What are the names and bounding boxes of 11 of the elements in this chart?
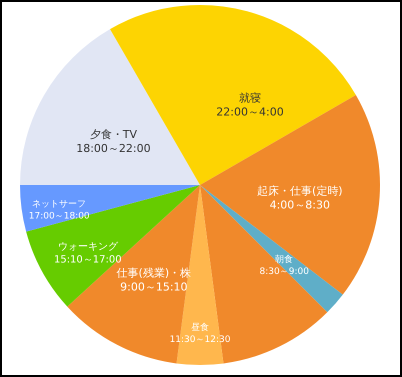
slice-label: 仕事(残業)・株 9:00～15:10 bbox=[116, 266, 192, 294]
slice-label: 昼食 11:30～12:30 bbox=[170, 322, 231, 345]
pie-slice bbox=[20, 184, 200, 232]
slice-label: ウォーキング 15:10～17:00 bbox=[54, 242, 122, 266]
slice-label: 夕食・TV 18:00～22:00 bbox=[76, 128, 151, 155]
slice-label: 就寝 22:00～4:00 bbox=[216, 91, 284, 118]
pie-slice bbox=[20, 29, 200, 185]
slice-label: 朝食 8:30～9:00 bbox=[259, 254, 310, 277]
pie-slice bbox=[200, 185, 343, 312]
pie-slice bbox=[26, 185, 200, 307]
slice-label: 起床・仕事(定時) 4:00～8:30 bbox=[256, 184, 343, 212]
